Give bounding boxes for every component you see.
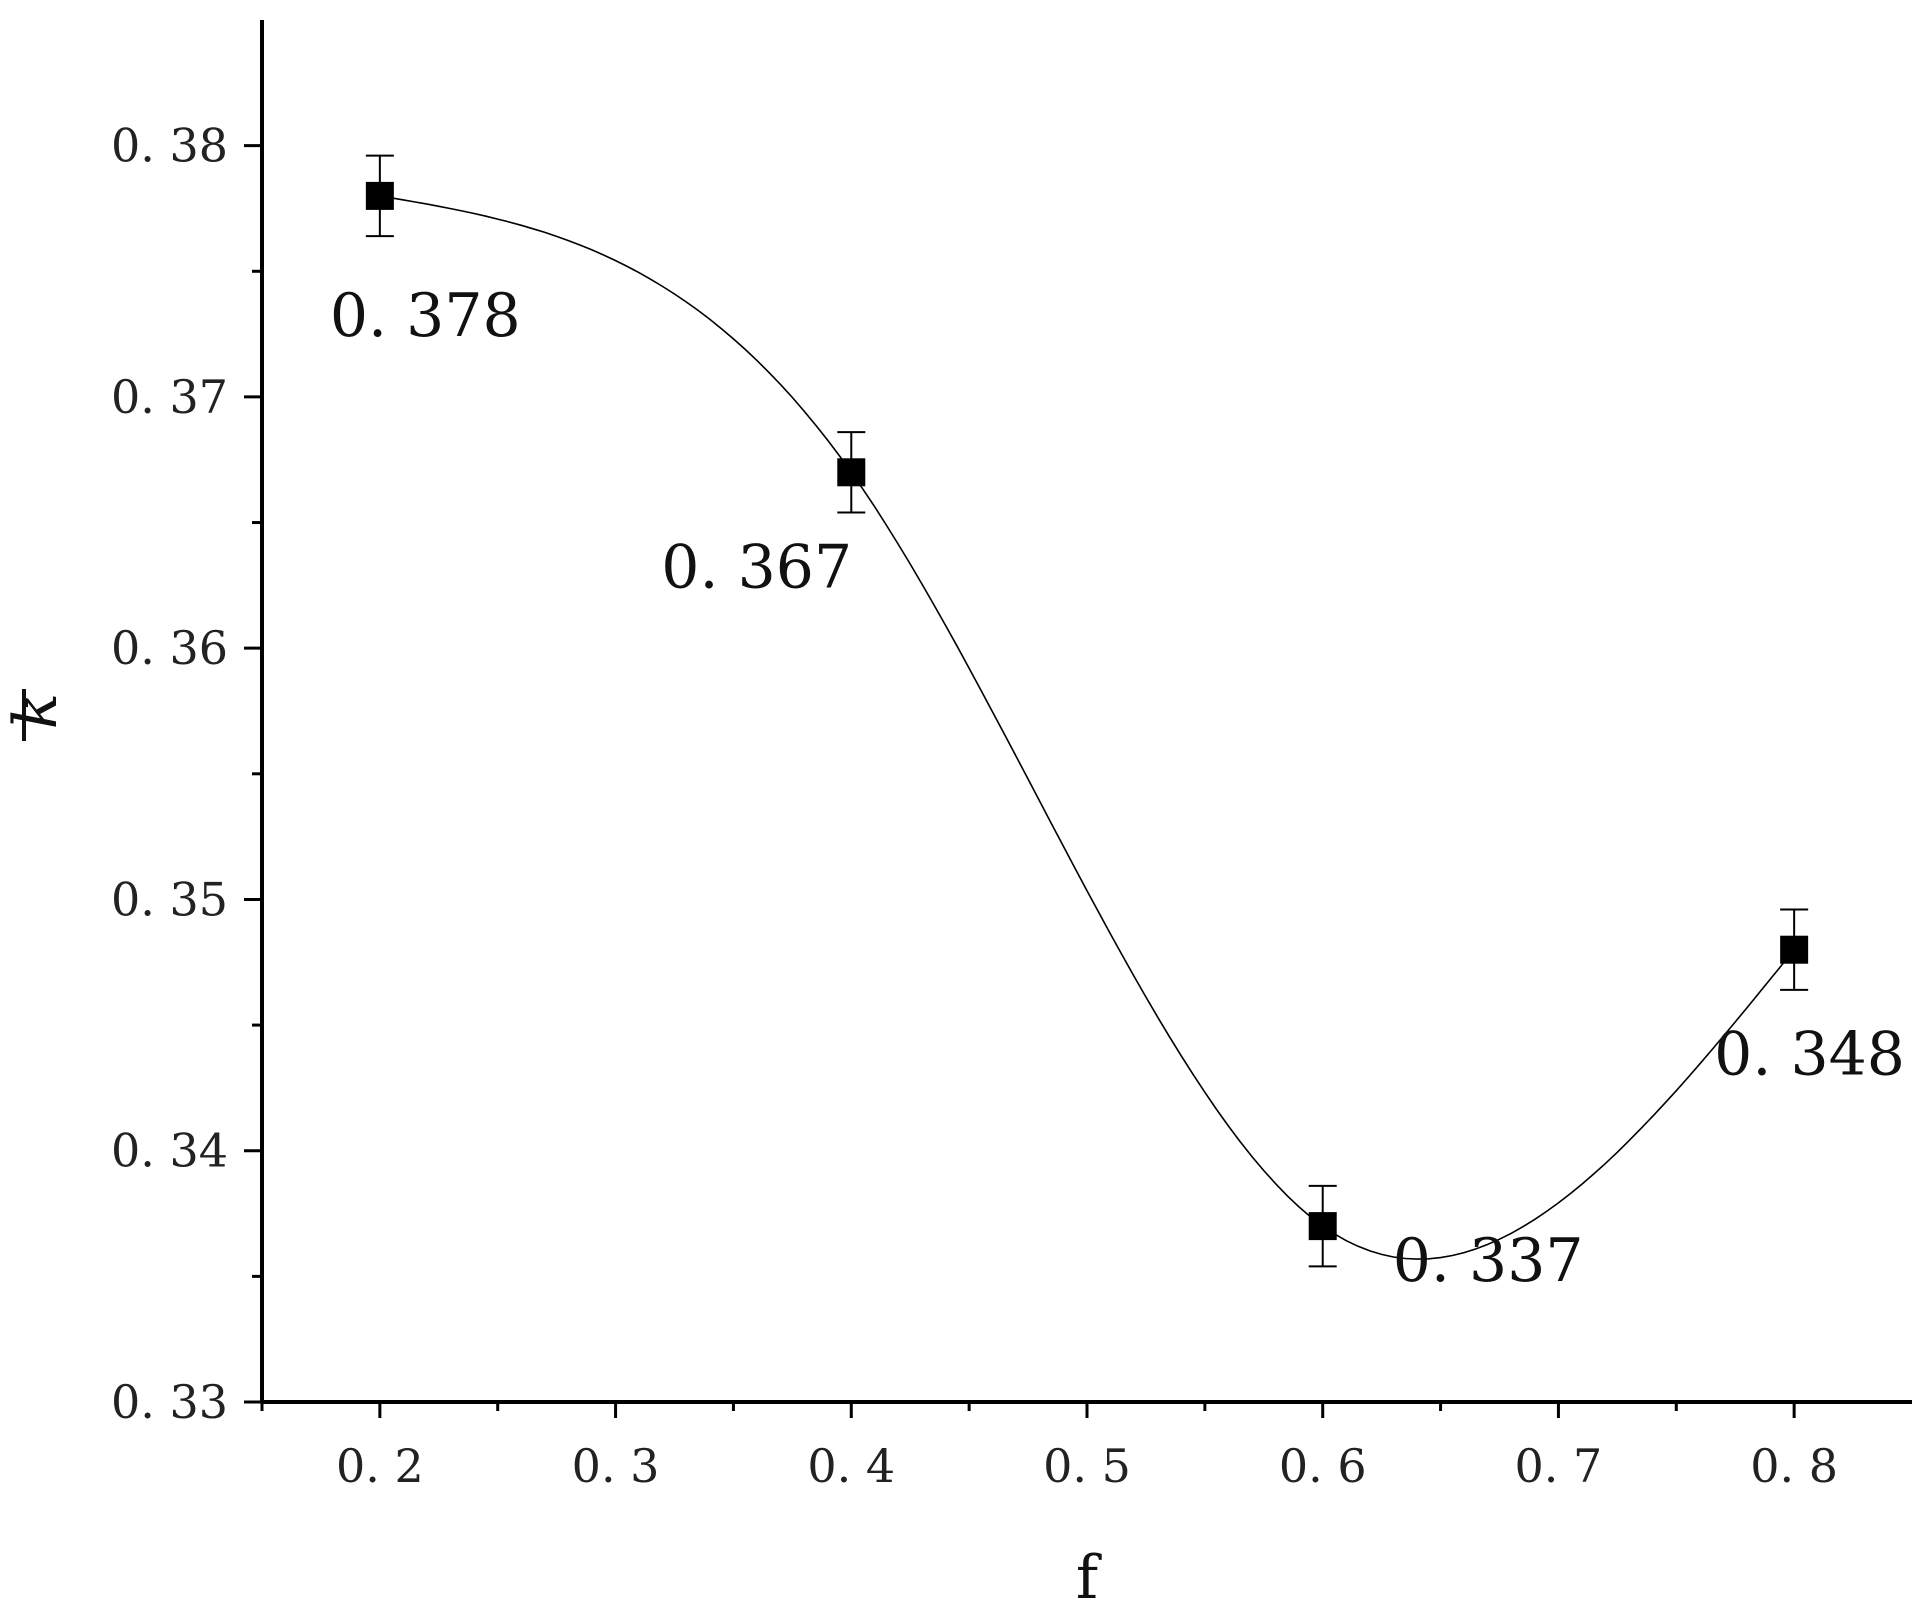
y-tick-label: 0. 35 [111, 872, 228, 926]
data-labels: 0. 378 0. 367 0. 337 0. 348 [330, 281, 1905, 1296]
y-tick-label: 0. 34 [111, 1124, 228, 1178]
y-axis-ticks: 0. 33 0. 34 0. 35 0. 36 0. 37 0. 38 [111, 119, 262, 1429]
axes [260, 20, 1912, 1404]
y-tick-label: 0. 37 [111, 370, 228, 424]
y-axis-title: k [1, 693, 71, 729]
x-tick-label: 0. 3 [572, 1439, 660, 1493]
data-label: 0. 337 [1393, 1226, 1584, 1296]
x-tick-label: 0. 6 [1279, 1439, 1367, 1493]
x-tick-label: 0. 8 [1750, 1439, 1838, 1493]
data-label: 0. 348 [1714, 1020, 1905, 1090]
x-tick-label: 0. 5 [1043, 1439, 1131, 1493]
data-markers [365, 181, 1809, 1241]
x-tick-label: 0. 7 [1515, 1439, 1603, 1493]
y-tick-label: 0. 36 [111, 621, 228, 675]
y-tick-label: 0. 38 [111, 119, 228, 173]
x-axis-title: f [1076, 1543, 1102, 1612]
x-tick-label: 0. 4 [807, 1439, 895, 1493]
data-point [1780, 935, 1809, 964]
y-axis-title-group: k [1, 689, 71, 741]
data-point [365, 181, 394, 210]
y-tick-label: 0. 33 [111, 1375, 228, 1429]
series-line [379, 195, 1795, 1260]
x-axis-ticks: 0. 2 0. 3 0. 4 0. 5 0. 6 0. 7 0. 8 [260, 1402, 1838, 1493]
data-label: 0. 378 [330, 281, 521, 351]
data-point [837, 458, 866, 487]
x-tick-label: 0. 2 [336, 1439, 424, 1493]
data-label: 0. 367 [661, 532, 852, 602]
error-bars [365, 154, 1809, 1268]
data-point [1308, 1212, 1337, 1241]
